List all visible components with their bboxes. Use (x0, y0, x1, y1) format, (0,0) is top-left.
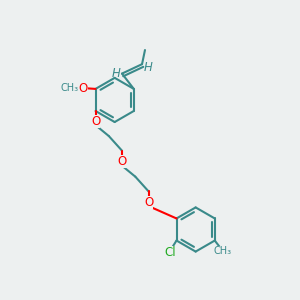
Text: O: O (79, 82, 88, 95)
Text: O: O (117, 155, 127, 168)
Text: H: H (112, 67, 121, 80)
Text: O: O (144, 196, 153, 209)
Text: H: H (144, 61, 153, 74)
Text: CH₃: CH₃ (213, 246, 231, 256)
Text: O: O (91, 115, 100, 128)
Text: Cl: Cl (165, 246, 176, 260)
Text: CH₃: CH₃ (61, 83, 79, 93)
